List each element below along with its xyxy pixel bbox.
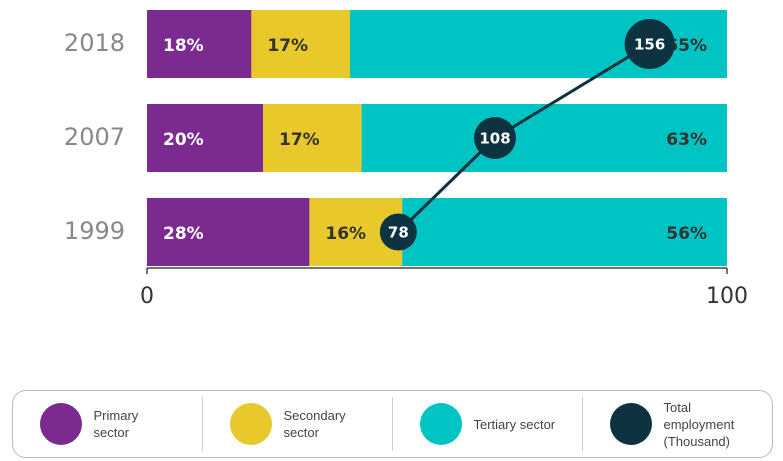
x-tick-label: 100 <box>706 284 748 309</box>
employment-point <box>379 213 417 251</box>
value-label: 16% <box>325 224 366 244</box>
legend-swatch <box>39 403 82 445</box>
legend-entry: Secondary sector <box>202 397 392 451</box>
legend-swatch <box>419 403 462 445</box>
legend-entry: Total employment (Thousand) <box>582 397 772 451</box>
employment-label: 156 <box>634 36 665 54</box>
legend-entry: Tertiary sector <box>392 397 582 451</box>
value-label: 17% <box>267 36 308 56</box>
bar-segment <box>251 10 350 78</box>
employment-label: 78 <box>388 224 409 242</box>
value-label: 65% <box>666 36 707 56</box>
category-label: 2007 <box>64 123 125 151</box>
legend-label: Secondary sector <box>283 408 346 440</box>
bar-segment <box>147 198 310 266</box>
employment-point <box>624 19 675 69</box>
category-label: 2018 <box>64 29 125 57</box>
value-label: 18% <box>163 36 204 56</box>
value-label: 28% <box>163 224 204 244</box>
value-label: 17% <box>279 130 320 150</box>
value-label: 20% <box>163 130 204 150</box>
bar-segment <box>147 104 263 172</box>
bar-segment <box>361 104 727 172</box>
legend: Primary sector Secondary sector Tertiary s… <box>12 390 773 458</box>
bar-segment <box>147 10 252 78</box>
chart: 2018 18% 17% 65% 2007 20% 17% 63% 1999 28% 16% 56% 0… <box>64 10 748 309</box>
bar-segment <box>402 198 727 266</box>
employment-point <box>474 117 516 159</box>
x-tick-label: 0 <box>140 284 154 309</box>
value-label: 63% <box>666 130 707 150</box>
legend-swatch <box>609 403 652 445</box>
legend-entry: Primary sector <box>13 397 202 451</box>
legend-swatch <box>229 403 272 445</box>
legend-label: Tertiary sector <box>473 416 556 432</box>
employment-label: 108 <box>479 130 510 148</box>
legend-label: Primary sector <box>93 408 139 440</box>
value-label: 56% <box>666 224 707 244</box>
category-label: 1999 <box>64 217 125 245</box>
legend-label: Total employment (Thousand) <box>663 399 735 449</box>
bar-segment <box>263 104 362 172</box>
